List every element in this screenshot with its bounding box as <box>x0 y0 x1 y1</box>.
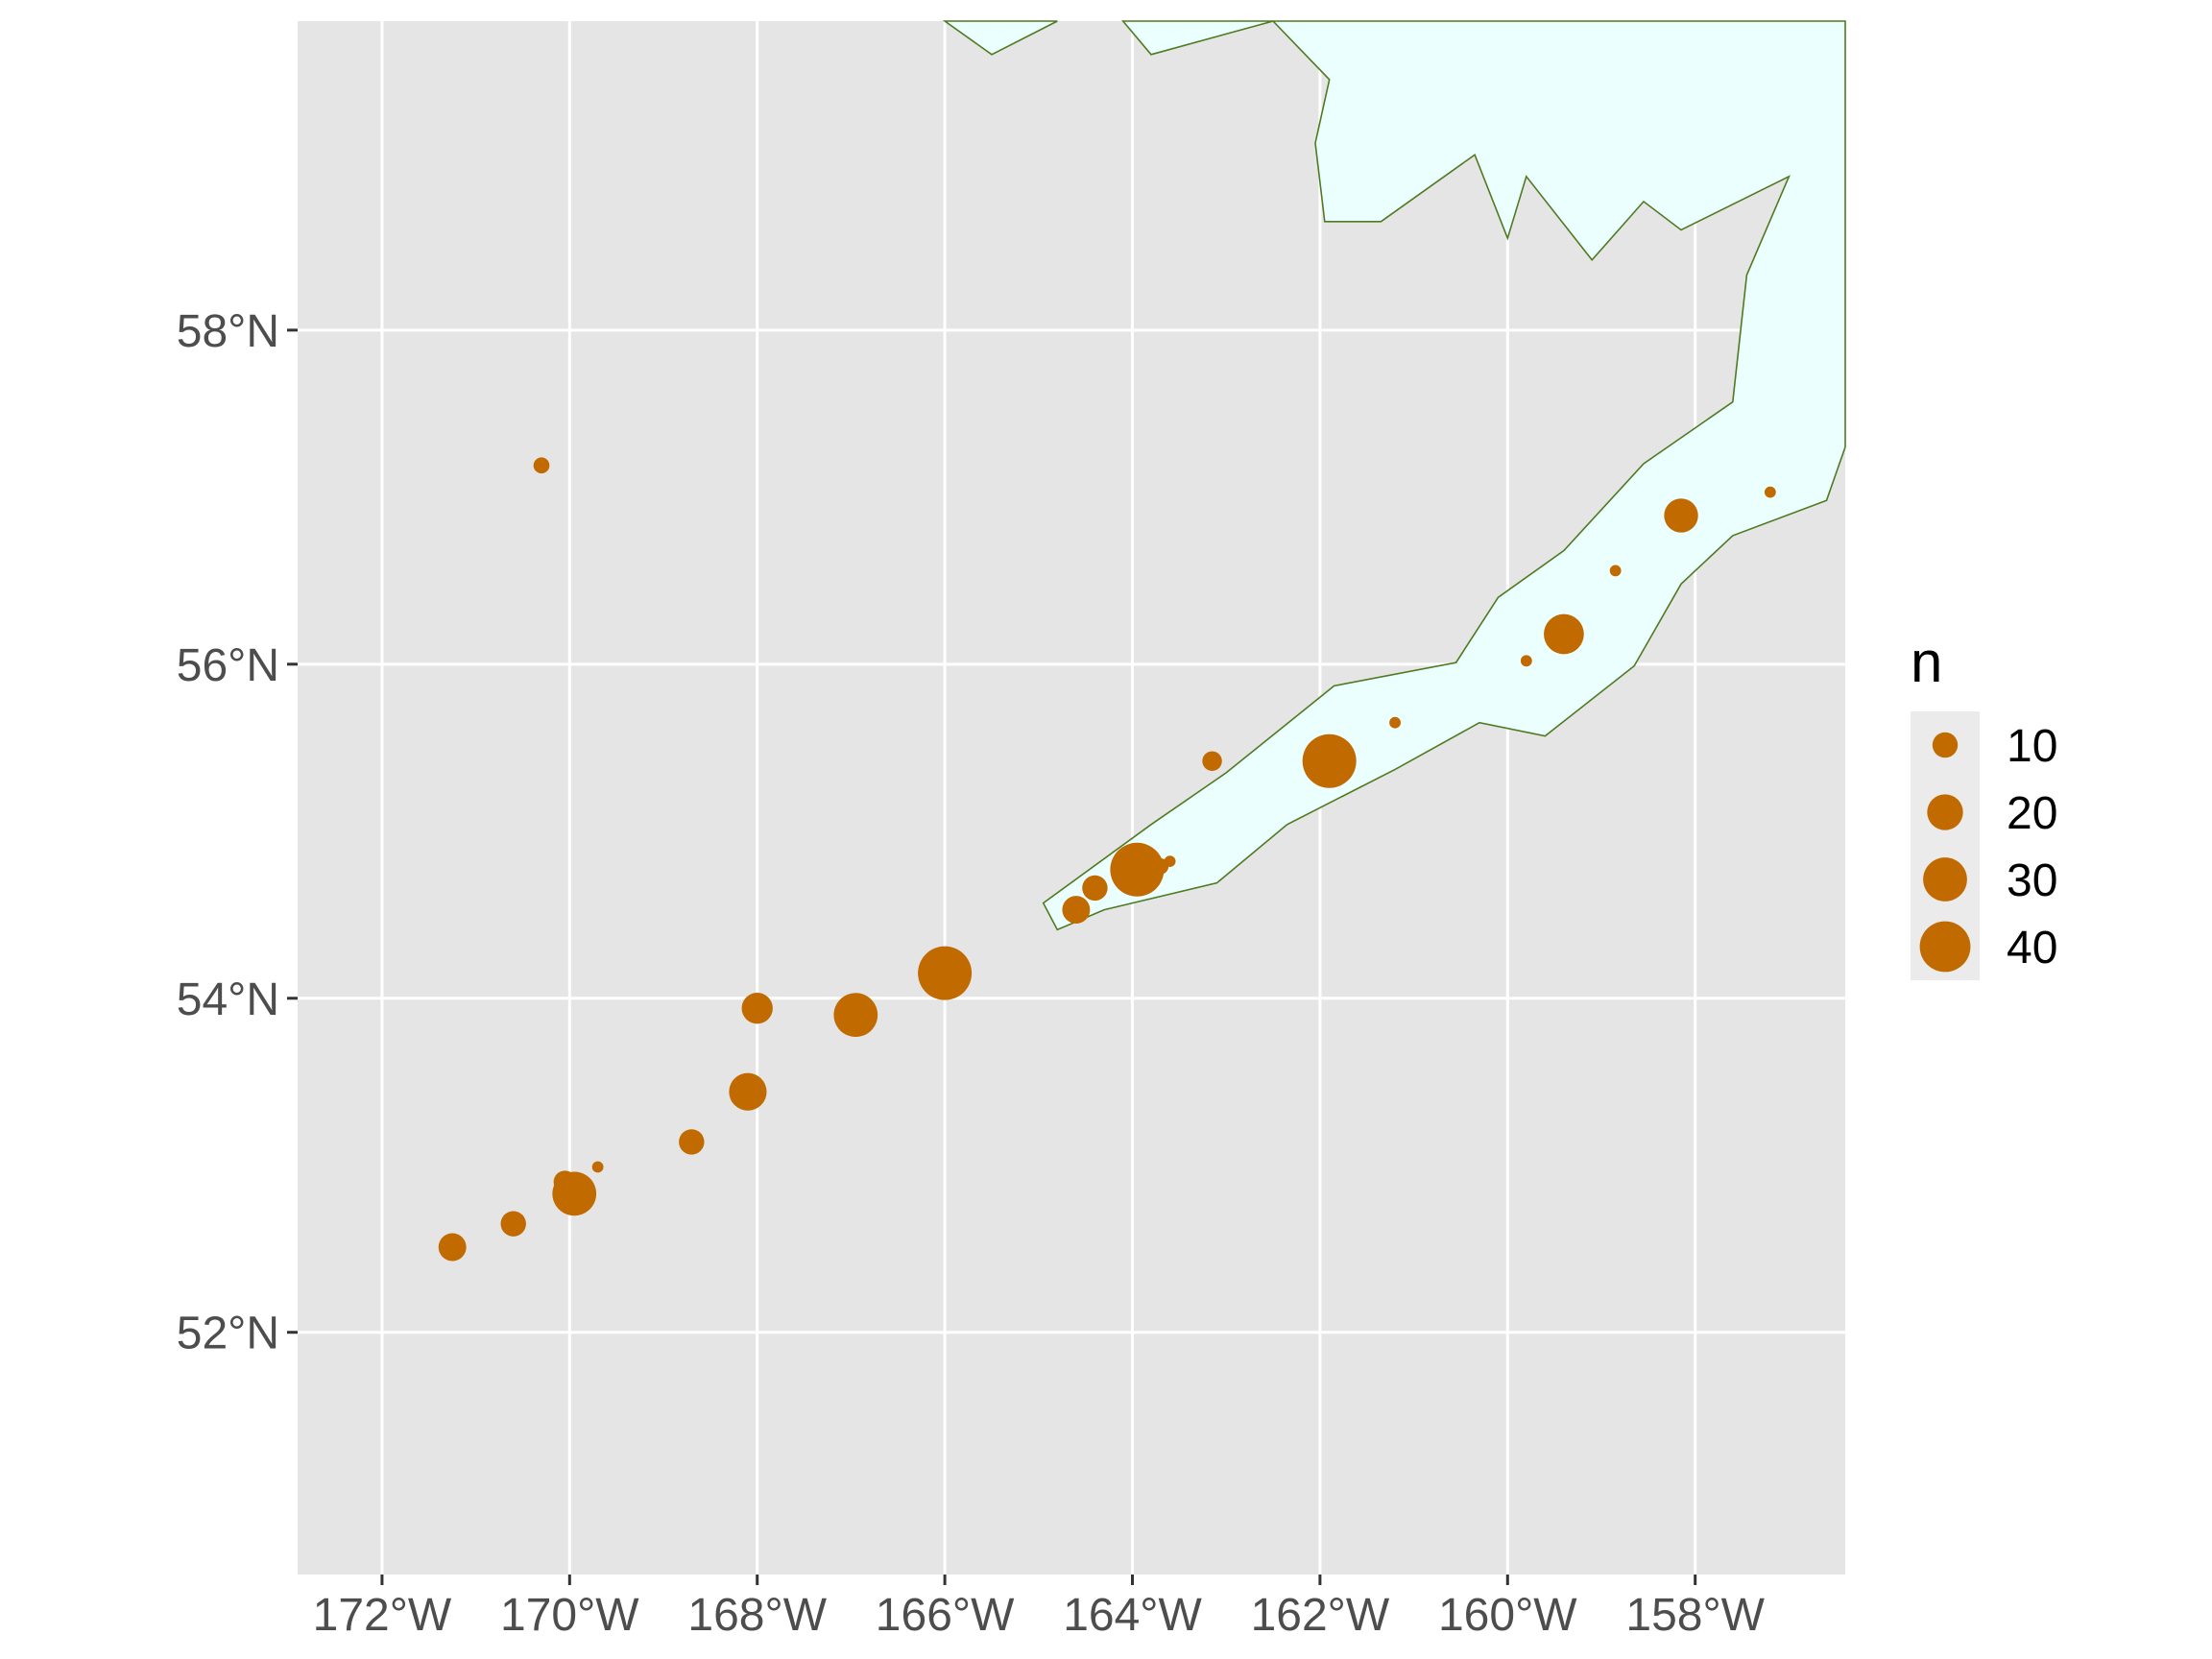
data-point <box>1664 498 1698 533</box>
data-point <box>1609 565 1622 577</box>
data-point <box>918 946 973 1000</box>
observation-points <box>438 457 1776 1262</box>
y-tick-label: 54°N <box>177 974 279 1025</box>
land-polygon <box>942 20 1058 56</box>
data-point <box>438 1233 467 1262</box>
data-point <box>1520 655 1532 667</box>
data-point <box>1389 716 1401 729</box>
data-point <box>1062 896 1091 925</box>
data-point <box>591 1161 604 1173</box>
legend-title: n <box>1911 630 1942 694</box>
y-tick-label: 56°N <box>177 640 279 691</box>
land-polygon <box>1042 20 1846 931</box>
data-point <box>1202 751 1222 771</box>
x-tick-label: 168°W <box>687 1590 827 1641</box>
data-point <box>833 993 878 1038</box>
data-point <box>500 1211 526 1237</box>
x-tick-label: 160°W <box>1438 1590 1577 1641</box>
y-tick-label: 58°N <box>177 306 279 357</box>
y-axis: 52°N 54°N 56°N 58°N <box>177 306 298 1359</box>
x-tick-label: 172°W <box>313 1590 452 1641</box>
plot-panel <box>298 21 1845 1575</box>
data-point <box>729 1072 767 1111</box>
x-tick-label: 170°W <box>500 1590 639 1641</box>
legend-key-point <box>1932 732 1959 758</box>
data-point <box>1302 733 1357 788</box>
x-tick-label: 166°W <box>876 1590 1015 1641</box>
legend-key-point <box>1923 857 1967 902</box>
y-tick-label: 52°N <box>177 1309 279 1359</box>
coastline-land <box>942 20 1846 931</box>
data-point <box>533 457 550 474</box>
data-point <box>1082 875 1108 902</box>
x-tick-label: 158°W <box>1625 1590 1765 1641</box>
data-point <box>741 993 773 1024</box>
x-axis: 172°W 170°W 168°W 166°W 164°W 162°W 160°W 158°W <box>313 1575 1766 1641</box>
legend-label: 20 <box>2007 788 2057 839</box>
data-point <box>1164 855 1176 868</box>
legend-label: 10 <box>2007 721 2057 772</box>
legend-key-point <box>1927 794 1963 830</box>
legend-key-point <box>1919 921 1971 973</box>
legend-label: 30 <box>2007 855 2057 906</box>
data-point <box>679 1129 705 1155</box>
data-point <box>552 1171 597 1216</box>
size-legend: n 10 20 30 40 <box>1911 630 2057 980</box>
data-point <box>1764 486 1776 498</box>
x-tick-label: 162°W <box>1251 1590 1390 1641</box>
x-tick-label: 164°W <box>1063 1590 1202 1641</box>
data-point <box>1544 613 1584 655</box>
data-point <box>1110 842 1165 897</box>
legend-label: 40 <box>2007 923 2057 974</box>
